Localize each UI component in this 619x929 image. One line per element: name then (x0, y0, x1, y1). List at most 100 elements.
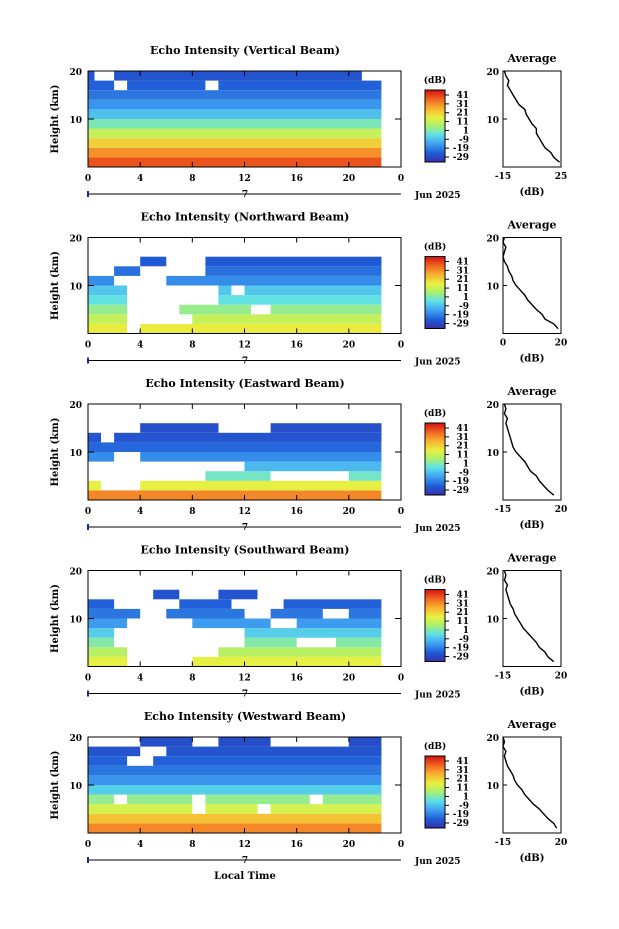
average-x-tick-label: 20 (555, 505, 568, 515)
average-profile-line (502, 237, 559, 330)
colorbar-tick-label: -9 (459, 135, 469, 145)
average-x-tick-label: -15 (495, 672, 511, 682)
colorbar-tick-label: -19 (453, 810, 469, 820)
date-label: Jun 2025 (414, 691, 461, 701)
average-title: Average (506, 52, 556, 65)
colorbar-tick-label: 11 (456, 451, 469, 461)
colorbar-tick-label: -9 (459, 801, 469, 811)
heatmap-cell (114, 71, 362, 81)
heatmap-cell (127, 794, 193, 805)
heatmap-cell (244, 461, 382, 472)
heatmap-cell (179, 304, 251, 315)
colorbar-unit: (dB) (424, 242, 446, 253)
date-label: Jun 2025 (414, 857, 461, 867)
heatmap-cell (88, 285, 128, 296)
average-profile-line (503, 70, 560, 163)
heatmap-cell (88, 618, 128, 629)
heatmap-cell (88, 637, 115, 648)
x-tick-label: 12 (238, 174, 251, 184)
colorbar-tick-label: 21 (456, 608, 469, 618)
heatmap-cell (205, 804, 258, 814)
colorbar-unit: (dB) (424, 75, 446, 86)
colorbar-tick-label: 1 (463, 459, 469, 469)
date-label: Jun 2025 (414, 358, 461, 368)
x-tick-label: 0 (398, 674, 404, 684)
x-tick-label: 4 (137, 840, 143, 850)
average-x-tick-label: 20 (555, 838, 568, 848)
heatmap-cell (218, 80, 382, 91)
heatmap-cell (205, 794, 310, 805)
heatmap-cell (88, 128, 382, 139)
heatmap-cell (88, 756, 128, 766)
average-frame (502, 736, 562, 834)
heatmap-cell (244, 285, 382, 296)
heatmap-cell (218, 295, 382, 305)
heatmap-cell (88, 147, 382, 158)
panel-2: Echo Intensity (Northward Beam) Height (k… (50, 211, 567, 368)
colorbar-tick-label: 31 (456, 766, 469, 776)
panel-title: Echo Intensity (Vertical Beam) (150, 44, 340, 57)
colorbar-tick-label: 1 (463, 626, 469, 636)
colorbar (424, 256, 446, 329)
y-tick-label: 10 (69, 116, 82, 126)
x-tick-label: 8 (189, 840, 195, 850)
colorbar-tick-label: 11 (456, 784, 469, 794)
day-label: 7 (242, 856, 248, 866)
average-x-label: (dB) (520, 354, 545, 365)
heatmap-cell (296, 618, 382, 629)
day-label: 7 (242, 190, 248, 200)
average-y-tick-label: 20 (486, 734, 499, 744)
heatmap-cell (88, 314, 128, 324)
average-title: Average (506, 385, 556, 398)
colorbar-tick-label: 11 (456, 617, 469, 627)
heatmap-cell (270, 608, 323, 619)
colorbar-tick-label: 21 (456, 775, 469, 785)
x-tick-label: 12 (238, 507, 251, 517)
colorbar-tick-label: -19 (453, 144, 469, 154)
colorbar-tick-label: -29 (453, 653, 469, 663)
heatmap-cell (114, 266, 141, 276)
colorbar-tick-label: 21 (456, 442, 469, 452)
heatmap-cell (88, 432, 101, 443)
x-tick-label: 8 (189, 341, 195, 351)
y-axis-label: Height (km) (50, 751, 61, 820)
y-tick-label: 10 (69, 449, 82, 459)
x-tick-label: 4 (137, 174, 143, 184)
heatmap-cell (166, 746, 382, 757)
heatmap-cell (153, 589, 180, 600)
heatmap-cell (192, 656, 382, 667)
heatmap-cell (348, 608, 382, 619)
heatmap-cell (88, 138, 382, 148)
average-x-tick-label: 0 (500, 339, 506, 349)
colorbar-tick-label: -9 (459, 635, 469, 645)
colorbar (424, 89, 446, 163)
colorbar-tick-label: 31 (456, 599, 469, 609)
average-x-label: (dB) (520, 853, 545, 864)
y-tick-label: 10 (69, 782, 82, 792)
x-tick-label: 8 (189, 507, 195, 517)
colorbar-tick-label: -29 (453, 819, 469, 829)
heatmap-cell (140, 256, 167, 267)
heatmap-cell (153, 756, 382, 766)
colorbar-tick-label: -29 (453, 320, 469, 330)
panel-1: Echo Intensity (Vertical Beam) Height (km… (50, 44, 567, 201)
average-y-tick-label: 10 (486, 616, 499, 626)
average-profile-line (502, 736, 558, 829)
x-tick-label: 16 (290, 507, 303, 517)
colorbar-tick-label: 41 (456, 757, 469, 767)
average-x-label: (dB) (520, 520, 545, 531)
heatmap-cell (88, 295, 128, 305)
x-tick-label: 12 (238, 674, 251, 684)
average-x-tick-label: 20 (555, 672, 568, 682)
heatmap-cell (179, 599, 232, 609)
heatmap-cell (88, 480, 101, 491)
heatmap-cell (88, 442, 382, 452)
x-tick-label: 20 (343, 507, 356, 517)
heatmap-cell (88, 628, 115, 638)
heatmap-cell (88, 323, 128, 334)
date-label: Jun 2025 (414, 191, 461, 201)
colorbar-tick-label: -19 (453, 477, 469, 487)
colorbar-tick-label: 41 (456, 258, 469, 268)
heatmap-cell (88, 157, 382, 167)
colorbar-tick-label: 21 (456, 275, 469, 285)
